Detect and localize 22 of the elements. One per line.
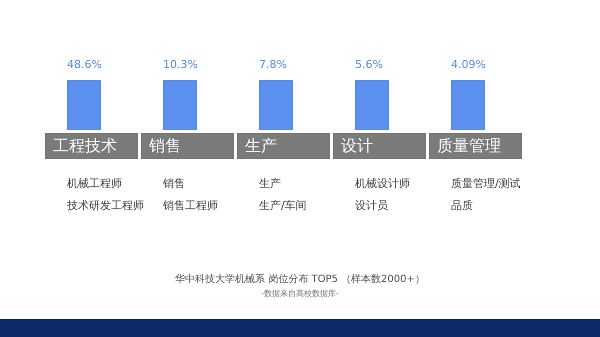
data-label: 7.8% [259,58,287,71]
category-label: 生产 [237,133,330,159]
category-label: 设计 [333,133,426,159]
text: -数据来自高校数据库- [260,288,340,299]
data-label: 10.3% [163,58,198,71]
text: 质量管理/测试 [451,177,521,190]
category-label: 销售 [141,133,234,159]
text: 华中科技大学机械系 岗位分布 TOP5 （样本数2000+） [174,272,426,286]
text: 设计员 [355,199,388,212]
data-label: 48.6% [67,58,102,71]
text: 品质 [451,199,473,212]
data-label: 5.6% [355,58,383,71]
text: 生产 [259,177,281,190]
text: 生产/车间 [259,199,307,212]
text: 机械设计师 [355,177,410,190]
data-label: 4.09% [451,58,486,71]
text: 销售 [163,177,185,190]
text: 技术研发工程师 [67,199,144,212]
text: 销售工程师 [163,199,218,212]
text: 机械工程师 [67,177,122,190]
category-label: 质量管理 [429,133,522,159]
category-label: 工程技术 [45,133,138,159]
